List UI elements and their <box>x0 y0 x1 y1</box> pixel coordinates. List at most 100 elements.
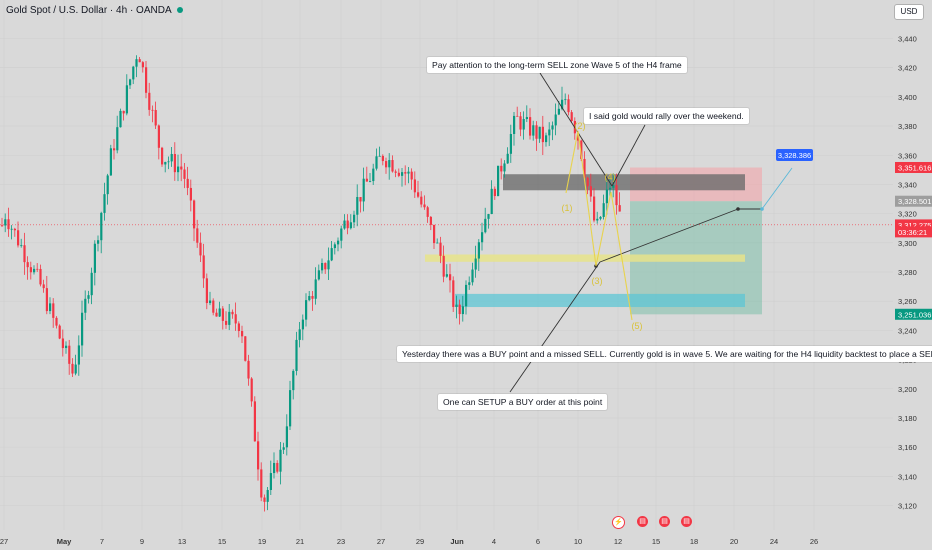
candle-body <box>567 99 570 113</box>
candle-body <box>429 216 432 225</box>
us-flag-icon[interactable]: ▤ <box>659 516 670 527</box>
candle-body <box>343 220 346 229</box>
candle-body <box>356 197 359 215</box>
candle-body <box>532 125 535 136</box>
candle-body <box>529 117 532 136</box>
lightning-icon[interactable]: ⚡ <box>612 516 625 529</box>
candle-body <box>13 228 16 231</box>
candle-body <box>407 171 410 174</box>
candle-body <box>125 85 128 114</box>
candle-body <box>509 134 512 154</box>
candle-body <box>330 248 333 261</box>
target-line <box>761 167 793 210</box>
candle-body <box>183 169 186 179</box>
annotation-setup-buy: One can SETUP a BUY order at this point <box>438 394 608 410</box>
annotation-lines <box>509 72 793 393</box>
candle-body <box>45 288 48 312</box>
candle-body <box>349 222 352 229</box>
candle-body <box>26 262 29 268</box>
candle-body <box>545 135 548 143</box>
x-tick-label: 12 <box>614 537 622 546</box>
candle-body <box>1 225 4 227</box>
y-tick-label: 3,420 <box>898 64 917 73</box>
candle-body <box>615 185 618 206</box>
candle-body <box>33 268 36 273</box>
candle-body <box>244 336 247 361</box>
candle-body <box>228 311 231 325</box>
candle-body <box>404 172 407 174</box>
price-label: 03:36:21 <box>898 228 927 237</box>
candle-body <box>90 272 93 296</box>
annotation-sell-zone: Pay attention to the long-term SELL zone… <box>427 57 687 73</box>
candle-body <box>388 160 391 168</box>
wave-line <box>610 191 633 321</box>
wave-label: (1) <box>562 203 573 213</box>
candle-body <box>378 155 381 157</box>
candle-body <box>503 163 506 172</box>
candle-body <box>410 171 413 180</box>
x-tick-label: 15 <box>652 537 660 546</box>
y-tick-label: 3,400 <box>898 93 917 102</box>
x-tick-label: 26 <box>810 537 818 546</box>
candle-body <box>321 262 324 271</box>
candle-body <box>157 125 160 148</box>
candle-body <box>177 166 180 173</box>
candle-body <box>138 59 141 63</box>
candle-body <box>589 186 592 197</box>
y-tick-label: 3,140 <box>898 472 917 481</box>
candle-body <box>535 125 538 139</box>
candle-body <box>308 296 311 301</box>
candle-body <box>285 426 288 448</box>
candle-body <box>141 62 144 68</box>
candle-body <box>167 161 170 163</box>
callout-line <box>539 72 613 187</box>
candle-body <box>103 194 106 213</box>
candle-body <box>362 178 365 202</box>
candle-body <box>20 245 23 247</box>
x-tick-label: 6 <box>536 537 540 546</box>
candle-body <box>596 218 599 221</box>
candle-body <box>93 243 96 273</box>
candle-body <box>317 270 320 280</box>
zones <box>0 167 893 315</box>
x-tick-label: Jun <box>450 537 464 546</box>
candle-body <box>148 92 151 110</box>
candle-body <box>113 148 116 151</box>
candle-body <box>583 158 586 178</box>
candle-body <box>84 298 87 313</box>
us-flag-icon[interactable]: ▤ <box>637 516 648 527</box>
x-tick-label: 27 <box>0 537 8 546</box>
candle-body <box>135 59 138 67</box>
candle-body <box>327 260 330 270</box>
candle-body <box>401 172 404 176</box>
us-flag-icon[interactable]: ▤ <box>681 516 692 527</box>
candle-body <box>225 320 228 325</box>
candle-body <box>490 188 493 215</box>
candle-body <box>23 245 26 263</box>
candle-body <box>452 280 455 307</box>
candle-body <box>333 244 336 249</box>
wave-line <box>577 130 597 267</box>
market-status-icon <box>176 7 183 14</box>
price-label: 3,251.036 <box>898 310 931 319</box>
candle-body <box>292 370 295 391</box>
candle-body <box>196 228 199 243</box>
candle-body <box>522 119 525 130</box>
candle-body <box>81 312 84 346</box>
x-tick-label: 29 <box>416 537 424 546</box>
candle-body <box>106 175 109 195</box>
candle-body <box>372 168 375 182</box>
candle-body <box>580 140 583 159</box>
candle-body <box>618 205 621 212</box>
currency-button[interactable]: USD <box>894 4 924 20</box>
candle-body <box>189 187 192 201</box>
candle-body <box>231 311 234 315</box>
candle-body <box>276 462 279 472</box>
candle-body <box>394 171 397 173</box>
candle-body <box>436 242 439 244</box>
x-tick-label: 24 <box>770 537 778 546</box>
candle-body <box>445 274 448 277</box>
candle-body <box>340 228 343 241</box>
